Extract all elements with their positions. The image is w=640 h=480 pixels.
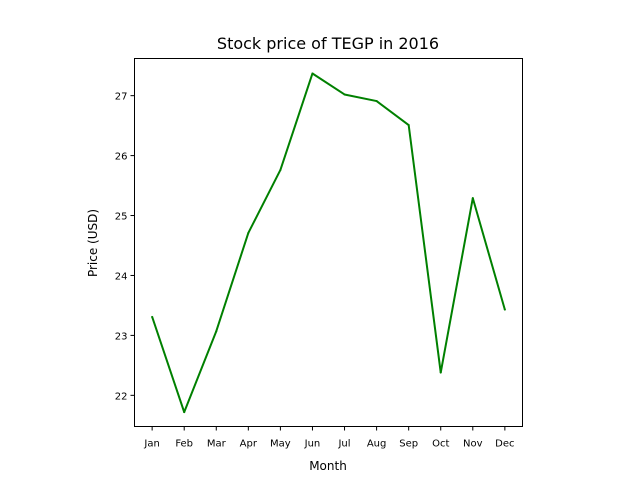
- x-tick-label-oct: Oct: [432, 439, 449, 450]
- data-point-may: [279, 168, 282, 171]
- y-tick-label-22: 22: [115, 391, 128, 402]
- x-axis-label: Month: [309, 459, 347, 473]
- x-tick-label-jun: Jun: [304, 439, 321, 450]
- y-tick-label-24: 24: [115, 271, 128, 282]
- axis-ticks: Jan Feb Mar Apr May Jun Jul Aug Sep Oct Nov Dec 22 23…: [115, 92, 515, 450]
- data-point-jun: [311, 72, 314, 75]
- x-tick-label-feb: Feb: [175, 439, 193, 450]
- chart-title: Stock price of TEGP in 2016: [217, 34, 439, 53]
- plot-frame: [134, 58, 523, 427]
- data-point-nov: [471, 197, 474, 200]
- series-line-0: [151, 72, 506, 414]
- x-tick-label-nov: Nov: [463, 439, 483, 450]
- data-point-aug: [375, 100, 378, 103]
- data-point-oct: [439, 371, 442, 374]
- x-tick-label-aug: Aug: [367, 439, 387, 450]
- y-axis-label: Price (USD): [86, 209, 100, 277]
- data-point-feb: [183, 411, 186, 414]
- y-tick-label-27: 27: [115, 92, 128, 103]
- x-tick-label-apr: Apr: [240, 439, 258, 450]
- x-tick-label-dec: Dec: [495, 439, 514, 450]
- data-point-jul: [343, 93, 346, 96]
- series-layer: [151, 72, 506, 414]
- y-tick-label-26: 26: [115, 152, 128, 163]
- data-point-apr: [247, 231, 250, 234]
- x-tick-label-jul: Jul: [337, 439, 350, 450]
- x-tick-label-jan: Jan: [143, 439, 159, 450]
- x-tick-label-sep: Sep: [399, 439, 418, 450]
- data-point-sep: [407, 124, 410, 127]
- x-tick-label-mar: Mar: [207, 439, 227, 450]
- data-point-jan: [151, 315, 154, 318]
- y-tick-label-23: 23: [115, 331, 128, 342]
- data-point-dec: [503, 308, 506, 311]
- x-tick-label-may: May: [270, 439, 291, 450]
- y-tick-label-25: 25: [115, 212, 128, 223]
- data-point-mar: [215, 330, 218, 333]
